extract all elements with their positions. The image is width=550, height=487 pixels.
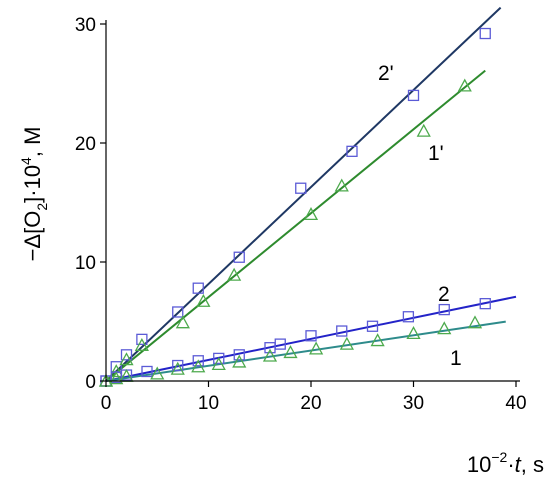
data-point-square <box>366 320 379 332</box>
data-point-square <box>192 282 204 294</box>
data-point-square <box>305 330 317 342</box>
data-point-square <box>213 352 225 365</box>
data-point-square <box>336 325 348 337</box>
y-axis-title-subscript: 2 <box>34 203 50 211</box>
fit-line-series-3 <box>105 295 517 382</box>
data-point-triangle <box>227 267 242 281</box>
x-tick-label: 0 <box>101 393 112 414</box>
y-tick-label: 10 <box>75 253 96 274</box>
y-axis-title-part-1: −Δ[O <box>20 211 45 262</box>
x-tick-label: 40 <box>505 393 526 414</box>
data-point-triangle <box>134 337 149 351</box>
y-axis-title-part-3: , M <box>20 127 45 158</box>
data-point-triangle <box>416 123 431 137</box>
data-point-triangle <box>196 293 211 307</box>
series-label-2: 2 <box>438 283 450 306</box>
data-point-triangle <box>232 354 247 368</box>
x-axis-title-superscript: −2 <box>491 449 507 465</box>
data-point-triangle <box>170 361 185 375</box>
fit-line-series-1 <box>105 6 502 382</box>
data-point-triangle <box>109 371 124 385</box>
data-point-triangle <box>150 366 165 380</box>
x-axis-title-dot: · <box>507 452 514 477</box>
data-point-square <box>479 297 491 310</box>
data-point-triangle <box>262 348 278 362</box>
series-label-1-prime: 1' <box>428 142 444 165</box>
data-point-square <box>233 251 245 263</box>
data-point-triangle <box>339 336 354 350</box>
data-point-square <box>172 359 184 372</box>
data-point-triangle <box>211 356 226 370</box>
data-point-triangle <box>309 341 324 355</box>
data-point-square <box>479 27 491 40</box>
y-axis-ticks: 0 10 20 30 <box>75 15 106 393</box>
fit-line-series-2 <box>105 69 486 382</box>
data-point-triangle <box>457 78 472 92</box>
series-label-2-prime: 2' <box>378 62 394 85</box>
x-axis-ticks: 0 10 20 30 40 <box>101 381 527 414</box>
y-axis-title: −Δ[O2]·104, M <box>18 127 50 262</box>
data-point-triangle <box>437 321 452 335</box>
x-tick-label: 30 <box>403 393 424 414</box>
fit-lines <box>105 6 517 382</box>
y-tick-label: 20 <box>75 134 96 155</box>
x-axis-title-unit: , s <box>521 452 544 477</box>
data-point-triangle <box>406 326 421 340</box>
x-tick-label: 20 <box>300 393 321 414</box>
data-point-triangle <box>334 178 349 192</box>
data-point-square <box>120 349 133 361</box>
x-axis-title-variable: t <box>515 452 522 477</box>
data-point-triangle <box>191 359 206 373</box>
y-tick-label: 30 <box>75 15 96 36</box>
data-point-triangle <box>283 345 298 359</box>
data-point-triangle <box>467 315 483 329</box>
data-point-square <box>233 349 245 361</box>
x-axis-title: 10−2·t, s <box>467 449 544 477</box>
data-point-square <box>407 89 420 102</box>
data-point-square <box>346 145 358 157</box>
data-point-square <box>295 182 307 194</box>
data-point-square <box>402 311 415 323</box>
data-point-square <box>438 303 450 316</box>
data-point-square <box>136 333 148 346</box>
x-axis-title-part-1: 10 <box>467 452 491 477</box>
data-point-triangle <box>370 333 385 347</box>
y-axis-title-part-2: ]·10 <box>20 165 45 203</box>
data-point-square <box>141 365 153 378</box>
y-tick-label: 0 <box>85 372 96 393</box>
y-axis-title-superscript: 4 <box>18 157 34 165</box>
data-point-triangle <box>303 207 319 221</box>
data-point-triangle <box>109 364 124 378</box>
data-point-square <box>274 338 286 350</box>
data-point-triangle <box>119 352 134 366</box>
data-point-square <box>192 355 204 367</box>
x-tick-label: 10 <box>198 393 219 414</box>
series-label-1: 1 <box>450 347 462 370</box>
data-point-square <box>172 306 184 318</box>
data-markers <box>98 27 491 387</box>
data-point-triangle <box>175 315 190 329</box>
